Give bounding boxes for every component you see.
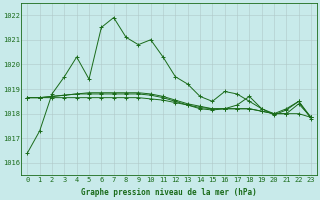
X-axis label: Graphe pression niveau de la mer (hPa): Graphe pression niveau de la mer (hPa) bbox=[81, 188, 257, 197]
